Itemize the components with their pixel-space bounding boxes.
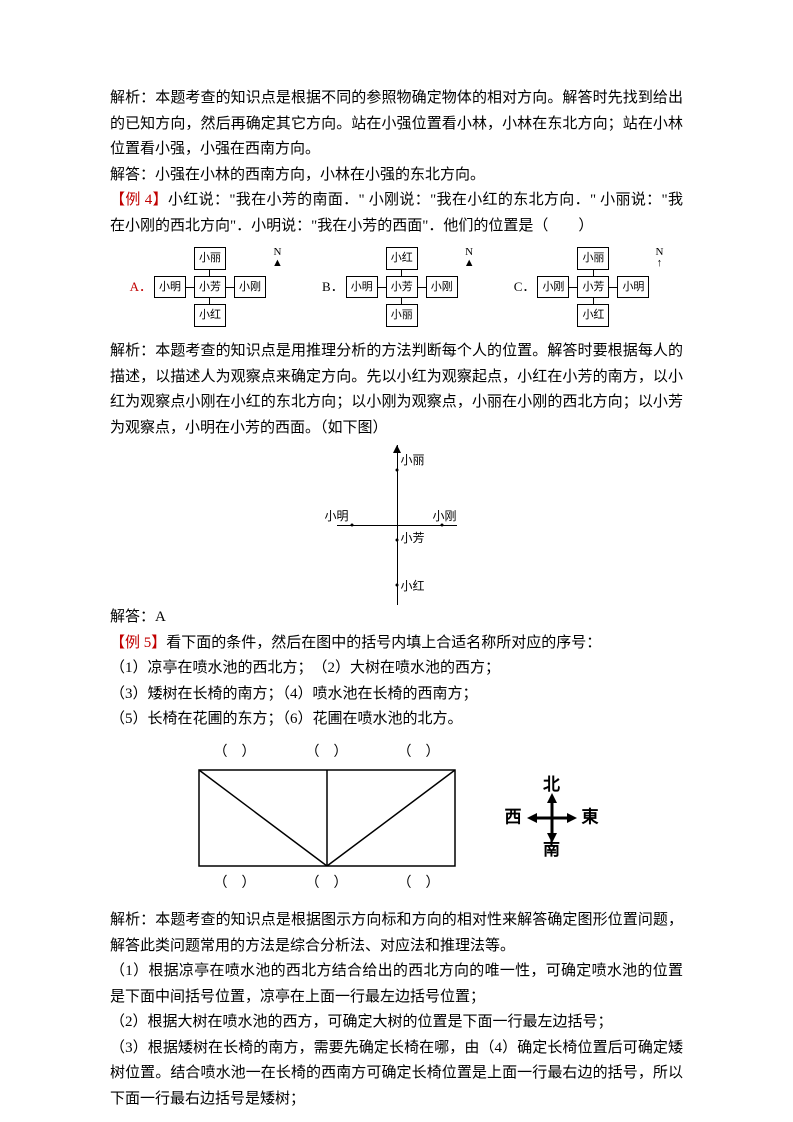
ex5-c2: （3）矮树在长椅的南方；（4）喷水池在长椅的西南方； <box>110 682 683 708</box>
ex5-p3: （3）根据矮树在长椅的南方，需要先确定长椅在哪，由（4）确定长椅位置后可确定矮树… <box>110 1036 683 1113</box>
ex4-options: A． 小丽 小明 小芳 小刚 小红 N▲ B． 小红 小明 小芳 小刚 <box>110 247 683 327</box>
node: 小刚 <box>234 276 266 299</box>
node: 小刚 <box>537 276 569 299</box>
north-icon: N↑ <box>655 247 663 269</box>
opt-b-label: B． <box>322 276 344 298</box>
ex5-label: 【例 5】 <box>110 635 166 651</box>
intro-analysis: 解析：本题考查的知识点是根据不同的参照物确定物体的相对方向。解答时先找到给出的已… <box>110 86 683 163</box>
ex4-qtext: 小红说："我在小芳的南面．" 小刚说："我在小红的东北方向．" 小丽说："我在小… <box>110 192 683 234</box>
ex5-analysis: 解析：本题考查的知识点是根据图示方向标和方向的相对性来解答确定图形位置问题，解答… <box>110 908 683 959</box>
compass-icon: 北 南 西 東 <box>507 773 597 863</box>
opt-a-label: A． <box>130 276 152 298</box>
opt-c-diagram: 小丽 小刚 小芳 小明 小红 <box>537 247 649 327</box>
north-icon: N▲ <box>272 247 283 269</box>
ex5-c3: （5）长椅在花圃的东方；（6）花圃在喷水池的北方。 <box>110 707 683 733</box>
node: 小刚 <box>426 276 458 299</box>
ex5-grid: （ ）（ ）（ ） （ ）（ ）（ ） <box>197 741 457 897</box>
north-icon: N▲ <box>464 247 475 269</box>
ex4-question: 【例 4】小红说："我在小芳的南面．" 小刚说："我在小红的东北方向．" 小丽说… <box>110 188 683 239</box>
paren-top: （ ）（ ）（ ） <box>214 741 440 765</box>
node: 小芳 <box>386 276 418 299</box>
node: 小红 <box>194 304 226 327</box>
ex4-label: 【例 4】 <box>110 192 168 208</box>
node: 小芳 <box>194 276 226 299</box>
node: 小丽 <box>386 304 418 327</box>
ex4-answer: 解答：A <box>110 605 683 631</box>
node: 小明 <box>154 276 186 299</box>
ex5-itext: 看下面的条件，然后在图中的括号内填上合适名称所对应的序号： <box>166 635 601 651</box>
node: 小红 <box>577 304 609 327</box>
opt-c-label: C． <box>514 276 536 298</box>
node: 小丽 <box>194 247 226 270</box>
ex5-figure: （ ）（ ）（ ） （ ）（ ）（ ） 北 南 西 東 <box>110 741 683 897</box>
node: 小明 <box>617 276 649 299</box>
paren-bottom: （ ）（ ）（ ） <box>214 872 440 896</box>
node: 小明 <box>346 276 378 299</box>
ex5-c1: （1）凉亭在喷水池的西北方； （2）大树在喷水池的西方； <box>110 656 683 682</box>
node: 小红 <box>386 247 418 270</box>
ex4-coord-diagram: 小丽 小明 小刚 小芳 小红 <box>297 445 497 605</box>
ex4-analysis: 解析：本题考查的知识点是用推理分析的方法判断每个人的位置。解答时要根据每人的描述… <box>110 339 683 441</box>
ex5-p2: （2）根据大树在喷水池的西方，可确定大树的位置是下面一行最左边括号； <box>110 1010 683 1036</box>
opt-a-diagram: 小丽 小明 小芳 小刚 小红 <box>154 247 266 327</box>
ex5-intro: 【例 5】看下面的条件，然后在图中的括号内填上合适名称所对应的序号： <box>110 631 683 657</box>
intro-answer: 解答：小强在小林的西南方向，小林在小强的东北方向。 <box>110 163 683 189</box>
ex5-p1: （1）根据凉亭在喷水池的西北方结合给出的西北方向的唯一性，可确定喷水池的位置是下… <box>110 959 683 1010</box>
node: 小芳 <box>577 276 609 299</box>
node: 小丽 <box>577 247 609 270</box>
opt-b-diagram: 小红 小明 小芳 小刚 小丽 <box>346 247 458 327</box>
